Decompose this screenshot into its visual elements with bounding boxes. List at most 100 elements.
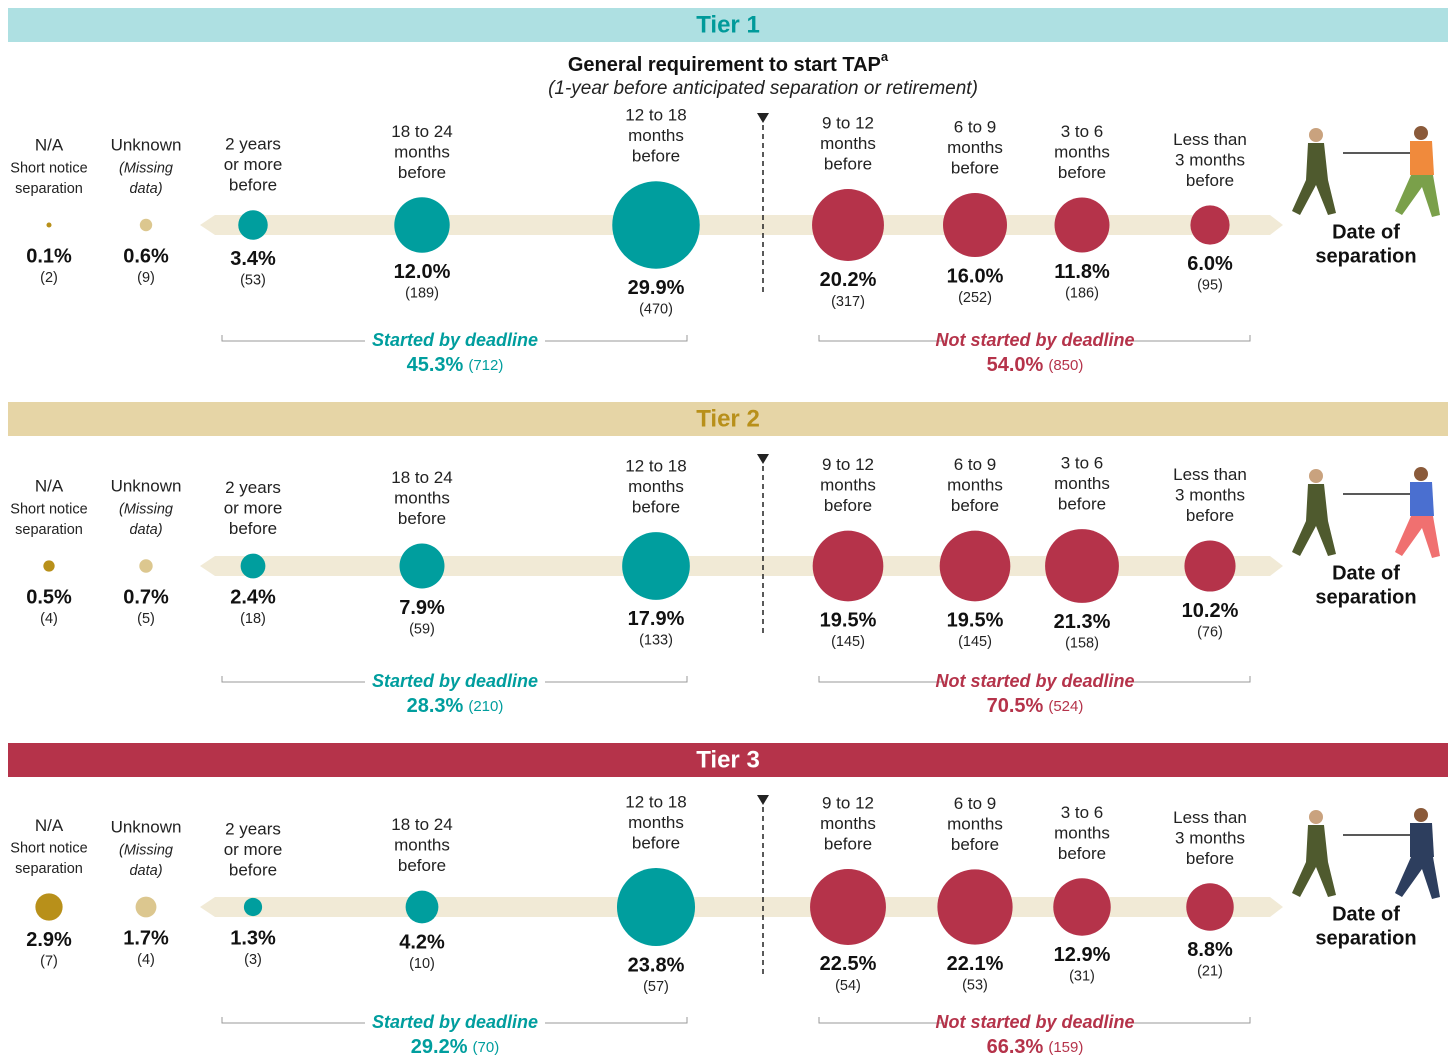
summary-count: (524) — [1048, 698, 1083, 715]
tier-header — [8, 402, 1448, 436]
column-label: before — [951, 835, 999, 854]
value-label: 12.9% — [1054, 944, 1111, 966]
timeline-track — [200, 897, 1283, 917]
column-label: 6 to 9 — [954, 117, 997, 136]
column-label: before — [1186, 506, 1234, 525]
bracket — [221, 676, 688, 683]
value-label: 0.1% — [26, 245, 72, 267]
column-label: 3 months — [1175, 150, 1245, 169]
column-label: months — [1054, 143, 1110, 162]
bubble — [622, 532, 690, 600]
value-label: 16.0% — [947, 265, 1004, 287]
value-label: 2.4% — [230, 587, 276, 609]
value-label: 23.8% — [628, 954, 685, 976]
bubble — [1054, 197, 1110, 253]
column-label: months — [628, 477, 684, 496]
column-label: Unknown — [111, 135, 182, 154]
column-label: 9 to 12 — [822, 455, 874, 474]
summary-value: 66.3% (159) — [987, 1036, 1084, 1058]
column-label: 18 to 24 — [391, 122, 452, 141]
tier-name: Tier 2 — [696, 405, 760, 432]
column-label: 9 to 12 — [822, 114, 874, 133]
column-label: Less than — [1173, 808, 1247, 827]
bubble — [1190, 205, 1230, 245]
column-label: months — [1054, 474, 1110, 493]
count-label: (59) — [409, 621, 435, 637]
end-label: separation — [1315, 927, 1416, 949]
bubble — [139, 559, 153, 573]
value-label: 10.2% — [1182, 600, 1239, 622]
summary-label: Started by deadline — [372, 1012, 538, 1032]
column-label: data) — [129, 863, 162, 879]
value-label: 0.6% — [123, 245, 169, 267]
bracket — [818, 335, 1251, 342]
column-label: Short notice — [10, 160, 87, 176]
column-label: 12 to 18 — [625, 792, 686, 811]
bubble — [405, 890, 439, 924]
value-label: 2.9% — [26, 929, 72, 951]
count-label: (7) — [40, 953, 58, 969]
summary-value: 45.3% (712) — [407, 354, 504, 376]
soldier-body — [1292, 825, 1336, 897]
bracket — [221, 1017, 688, 1024]
bubble — [1186, 883, 1234, 931]
count-label: (189) — [405, 286, 439, 302]
summary-count: (159) — [1048, 1039, 1083, 1056]
bubble — [1053, 878, 1111, 936]
tier-header — [8, 743, 1448, 777]
column-label: before — [951, 496, 999, 515]
column-label: months — [947, 814, 1003, 833]
summary-label: Not started by deadline — [935, 1012, 1134, 1032]
count-label: (57) — [643, 979, 669, 995]
count-label: (317) — [831, 294, 865, 310]
civilian-legs — [1395, 516, 1440, 558]
soldier-head — [1309, 469, 1323, 483]
column-label: months — [947, 138, 1003, 157]
column-label: 3 to 6 — [1061, 122, 1104, 141]
count-label: (133) — [639, 633, 673, 649]
column-label: 6 to 9 — [954, 455, 997, 474]
column-label: N/A — [35, 135, 64, 154]
column-label: before — [398, 509, 446, 528]
summary-percent: 28.3% — [407, 695, 464, 717]
column-label: months — [820, 476, 876, 495]
count-label: (186) — [1065, 285, 1099, 301]
summary-count: (712) — [468, 357, 503, 374]
column-label: 3 to 6 — [1061, 454, 1104, 473]
count-label: (18) — [240, 611, 266, 627]
column-label: (Missing — [119, 842, 173, 858]
title-note: a — [881, 49, 889, 64]
column-label: Less than — [1173, 130, 1247, 149]
soldier-body — [1292, 143, 1336, 215]
column-label: or more — [224, 499, 283, 518]
column-label: before — [229, 519, 277, 538]
count-label: (4) — [40, 611, 58, 627]
tier-name: Tier 1 — [696, 11, 760, 38]
column-label: months — [1054, 823, 1110, 842]
column-label: 3 to 6 — [1061, 803, 1104, 822]
column-label: months — [394, 142, 450, 161]
column-label: months — [820, 134, 876, 153]
bubble — [135, 896, 157, 918]
timeline-track — [200, 556, 1283, 576]
civilian-head — [1414, 126, 1428, 140]
summary-percent: 45.3% — [407, 354, 464, 376]
value-label: 21.3% — [1054, 611, 1111, 633]
bubble — [399, 543, 445, 589]
end-label: Date of — [1332, 221, 1400, 243]
civilian-body — [1410, 482, 1434, 516]
column-label: months — [394, 836, 450, 855]
end-label: separation — [1315, 245, 1416, 267]
value-label: 19.5% — [820, 610, 877, 632]
count-label: (54) — [835, 978, 861, 994]
civilian-legs — [1395, 857, 1440, 899]
column-label: Short notice — [10, 841, 87, 857]
end-label: Date of — [1332, 562, 1400, 584]
value-label: 29.9% — [628, 277, 685, 299]
summary-percent: 66.3% — [987, 1036, 1044, 1058]
summary-percent: 54.0% — [987, 354, 1044, 376]
column-label: before — [1058, 163, 1106, 182]
column-label: data) — [129, 181, 162, 197]
bubble — [612, 181, 700, 269]
